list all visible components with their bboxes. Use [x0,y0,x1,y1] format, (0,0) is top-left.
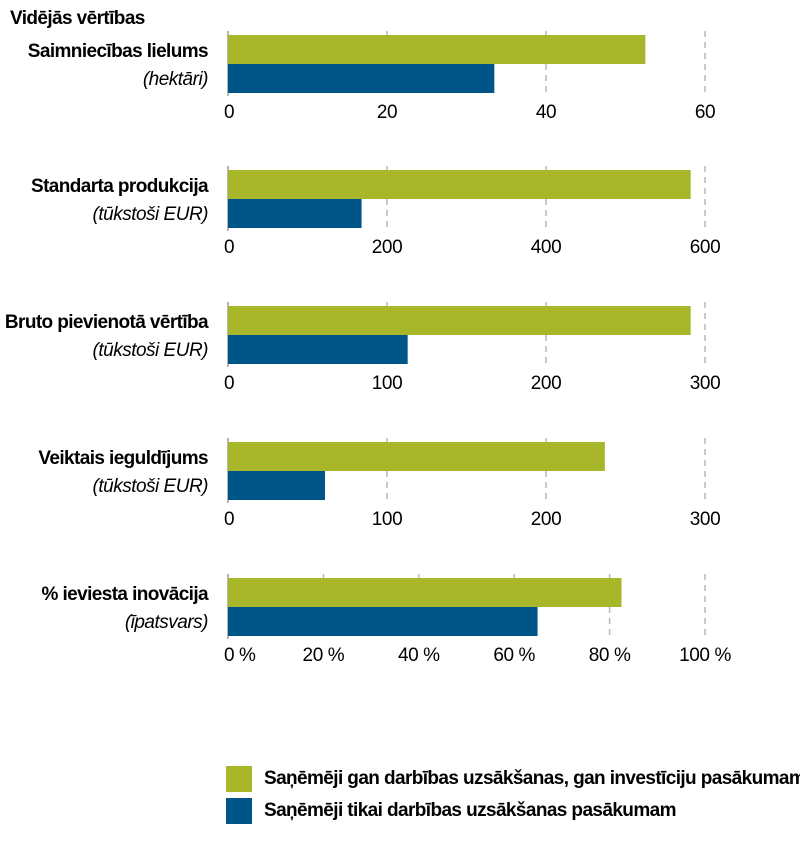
tick-label: 300 [690,373,721,394]
bar-series-a [228,442,605,471]
panel-unit: (tūkstoši EUR) [93,476,209,497]
tick-label: 100 [372,373,403,394]
panel-unit: (īpatsvars) [125,612,208,633]
tick-label: 60 [695,102,715,123]
panel-unit: (tūkstoši EUR) [93,204,209,225]
tick-label: 200 [372,237,403,258]
panel-label: % ieviesta inovācija [42,584,210,605]
tick-label: 100 [372,509,403,530]
tick-label: 600 [690,237,721,258]
bar-series-b [228,471,325,500]
panel-label: Veiktais ieguldījums [38,448,208,469]
tick-label: 300 [690,509,721,530]
tick-label: 0 [224,237,234,258]
bar-series-a [228,170,691,199]
tick-label: 0 % [224,645,256,666]
bar-series-b [228,199,362,228]
tick-label: 200 [531,509,562,530]
bar-series-b [228,64,495,93]
panel-unit: (tūkstoši EUR) [93,340,209,361]
bar-series-a [228,306,691,335]
bar-series-b [228,335,408,364]
panel-label: Standarta produkcija [31,176,209,197]
bar-chart-panels: Vidējās vērtības 0 20 40 60 Saimniecības liel… [5,8,732,666]
tick-label: 40 % [398,645,440,666]
chart-heading: Vidējās vērtības [10,8,145,29]
tick-label: 80 % [589,645,631,666]
tick-label: 0 [224,102,234,123]
legend-swatch-series-a [226,766,252,792]
panel-label: Bruto pievienotā vērtība [5,312,209,333]
tick-label: 100 % [679,645,731,666]
bar-series-a [228,578,622,607]
bar-series-b [228,607,538,636]
legend-item-series-a: Saņēmēji gan darbības uzsākšanas, gan in… [226,764,800,794]
tick-label: 20 [377,102,397,123]
legend-swatch-series-b [226,798,252,824]
tick-label: 0 [224,509,234,530]
tick-label: 60 % [493,645,535,666]
panel-unit: (hektāri) [143,69,208,90]
bar-series-a [228,35,646,64]
tick-label: 400 [531,237,562,258]
legend-label-series-b: Saņēmēji tikai darbības uzsākšanas pasāk… [264,800,676,821]
tick-label: 40 [536,102,556,123]
tick-label: 200 [531,373,562,394]
legend-item-series-b: Saņēmēji tikai darbības uzsākšanas pasāk… [226,796,676,826]
legend-label-series-a: Saņēmēji gan darbības uzsākšanas, gan in… [264,768,800,789]
tick-label: 20 % [303,645,345,666]
panel-label: Saimniecības lielums [28,41,208,62]
tick-label: 0 [224,373,234,394]
